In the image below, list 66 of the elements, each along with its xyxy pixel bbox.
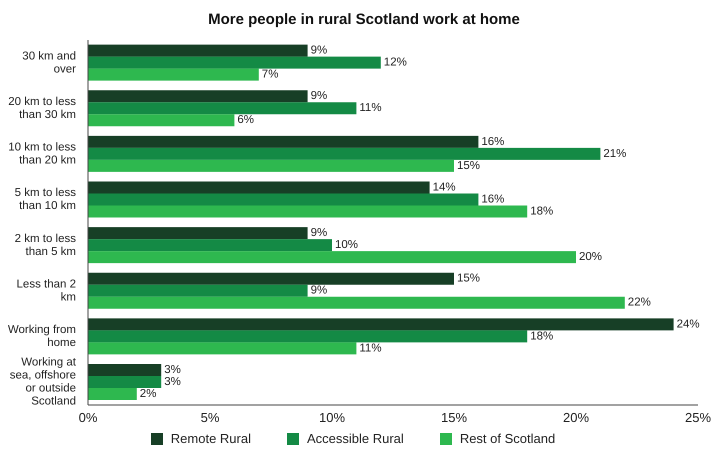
data-label: 21% [603, 148, 626, 160]
data-label: 6% [237, 114, 254, 126]
data-label: 3% [164, 364, 181, 376]
data-label: 3% [164, 376, 181, 388]
data-label: 16% [481, 193, 504, 206]
legend-label: Remote Rural [170, 431, 251, 446]
bar [88, 148, 600, 160]
data-label: 22% [628, 296, 651, 309]
bar [88, 284, 308, 297]
bar [88, 102, 356, 114]
bar [88, 272, 454, 285]
bar [88, 239, 332, 252]
data-label: 18% [530, 205, 554, 218]
data-label: 11% [359, 102, 382, 114]
y-tick-label: 20 km to less than 30 km [8, 96, 76, 121]
data-label: 10% [335, 239, 358, 252]
data-label: 11% [359, 342, 382, 354]
bar [88, 227, 308, 240]
y-tick-label: 2 km to less than 5 km [14, 232, 76, 258]
data-label: 2% [140, 388, 156, 400]
data-label: 15% [457, 160, 480, 172]
y-tick-label: 30 km and over [22, 50, 76, 76]
data-label: 12% [384, 56, 407, 69]
bar [88, 376, 162, 388]
bar [88, 44, 308, 57]
bar [88, 56, 381, 69]
data-label: 9% [310, 90, 328, 102]
data-label: 20% [579, 251, 602, 264]
chart-title: More people in rural Scotland work at home [207, 10, 521, 30]
y-tick-label: Less than 2 km [16, 278, 76, 304]
bar [88, 205, 528, 218]
bar [88, 160, 454, 172]
bar [88, 68, 259, 81]
bar [88, 181, 430, 194]
y-tick-label: 5 km to less than 10 km [14, 187, 76, 212]
legend-label: Accessible Rural [306, 431, 404, 446]
bar [88, 251, 576, 264]
bar [88, 364, 162, 376]
bar [88, 114, 234, 126]
data-label: 9% [310, 284, 328, 297]
data-label: 14% [432, 181, 456, 194]
x-tick-label: 5% [200, 410, 220, 426]
data-label: 15% [457, 272, 480, 285]
bar [88, 388, 137, 400]
y-tick-label: Working at sea, offshore or outside Scotland [10, 356, 77, 408]
bar [88, 136, 478, 148]
data-label: 16% [481, 136, 504, 148]
y-tick-label: Working from home [8, 324, 76, 350]
bar [88, 90, 308, 102]
x-tick-label: 20% [562, 410, 590, 426]
data-label: 9% [310, 44, 328, 57]
legend-label: Rest of Scotland [460, 431, 556, 446]
x-tick-label: 10% [318, 410, 346, 426]
x-tick-label: 0% [78, 410, 98, 426]
bar [88, 330, 528, 342]
y-tick-label: 10 km to less than 20 km [8, 142, 76, 167]
data-label: 7% [262, 68, 278, 81]
bar [88, 296, 625, 309]
bar [88, 318, 674, 330]
bar [88, 193, 478, 206]
x-tick-label: 25% [684, 410, 712, 426]
data-label: 9% [310, 227, 328, 240]
data-label: 24% [676, 318, 700, 330]
bar [88, 342, 356, 354]
data-label: 18% [530, 330, 554, 342]
x-tick-label: 15% [440, 410, 468, 426]
